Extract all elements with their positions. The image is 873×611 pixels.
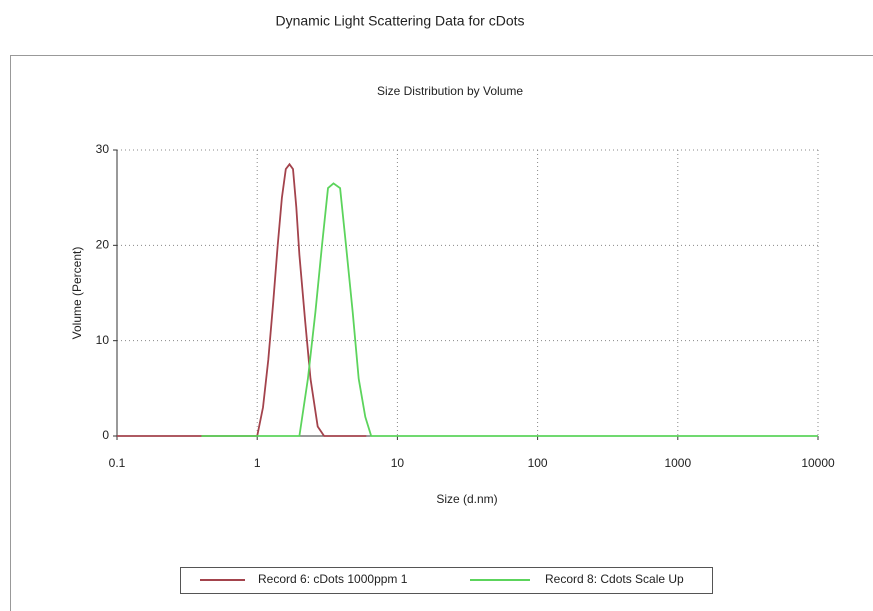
x-tick-label: 0.1 [109, 456, 126, 470]
page-title: Dynamic Light Scattering Data for cDots [276, 13, 525, 29]
legend [180, 567, 713, 594]
y-axis-label: Volume (Percent) [70, 247, 84, 340]
x-tick-label: 1 [254, 456, 261, 470]
chart-title: Size Distribution by Volume [377, 84, 523, 98]
legend-label: Record 8: Cdots Scale Up [545, 572, 684, 586]
y-tick-label: 0 [102, 428, 109, 442]
x-tick-label: 1000 [664, 456, 691, 470]
legend-label: Record 6: cDots 1000ppm 1 [258, 572, 408, 586]
y-tick-label: 10 [96, 333, 110, 347]
y-tick-label: 30 [96, 142, 110, 156]
y-tick-label: 20 [96, 238, 110, 252]
x-tick-label: 10000 [801, 456, 835, 470]
chart-frame [10, 55, 873, 611]
x-axis-label: Size (d.nm) [436, 492, 497, 506]
series-line [201, 182, 818, 437]
x-tick-label: 10 [391, 456, 405, 470]
series-line [117, 162, 367, 437]
x-tick-label: 100 [528, 456, 548, 470]
